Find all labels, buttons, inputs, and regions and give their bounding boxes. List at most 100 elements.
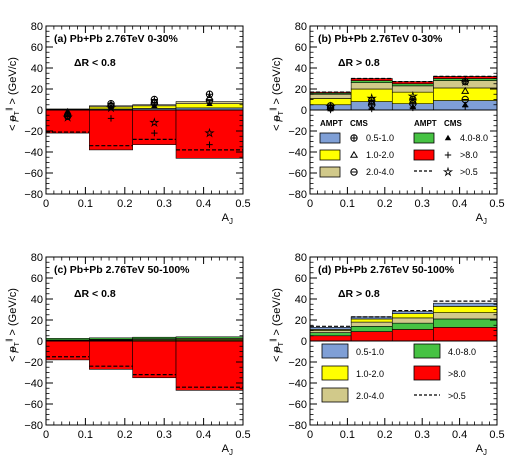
legend-label-4.0-8.0: 4.0-8.0: [448, 347, 476, 357]
x-tick-label: 0.3: [157, 198, 172, 210]
y-tick-label: −60: [288, 168, 307, 180]
marker->0.5-2: [149, 117, 160, 127]
marker-4.0-8.0-3: [206, 100, 213, 106]
x-tick-label: 0.2: [117, 429, 132, 441]
x-tick-label: 0.3: [415, 198, 430, 210]
x-tick-label: 0: [43, 429, 49, 441]
y-tick-label: 80: [295, 21, 307, 33]
y-tick-label: −60: [24, 399, 43, 411]
bar-0.5-1.0-bin3: [433, 302, 498, 307]
y-tick-label: 60: [31, 42, 43, 54]
y-tick-label: 60: [295, 42, 307, 54]
x-tick-label: 0.1: [78, 198, 93, 210]
y-tick-label: −60: [24, 168, 43, 180]
bar-2.0-4.0-bin0: [309, 93, 352, 99]
x-tick-label: 0.3: [415, 429, 430, 441]
bar-4.0-8.0-bin2: [391, 83, 434, 87]
panel-title: (d) Pb+Pb 2.76TeV 50-100%: [318, 264, 455, 276]
y-tick-label: 60: [31, 273, 43, 285]
bar-1.0-2.0-bin2: [391, 313, 434, 319]
legend-swatch-1.0-2.0: [321, 365, 349, 381]
x-tick-label: 0.4: [196, 429, 211, 441]
legend-header: AMPT: [320, 119, 343, 128]
x-tick-label: 0: [43, 198, 49, 210]
y-axis-label: < pT∥ > (GeV/c): [5, 288, 21, 362]
legend-label-0.5-1.0: 0.5-1.0: [356, 347, 384, 357]
x-axis-label: AJ: [476, 443, 487, 457]
bar-1.0-2.0-bin3: [433, 306, 498, 313]
x-tick-label: 0: [307, 429, 313, 441]
y-axis-label: < pT∥ > (GeV/c): [5, 57, 21, 131]
legend-marker-4.0-8.0: [444, 134, 452, 141]
y-tick-label: 40: [295, 63, 307, 75]
x-tick-label: 0.1: [340, 429, 355, 441]
x-tick-label: 0.2: [117, 198, 132, 210]
y-tick-label: 80: [31, 252, 43, 264]
cut-label: ΔR < 0.8: [74, 288, 116, 300]
bar-4.0-8.0-bin0: [309, 332, 352, 337]
marker->0.5-1: [105, 102, 117, 113]
legend-swatch-2.0-4.0: [321, 387, 349, 403]
x-tick-label: 0.3: [157, 429, 172, 441]
legend-label-4.0-8.0: 4.0-8.0: [460, 133, 488, 143]
legend-header: AMPT: [414, 119, 437, 128]
bar-1.0-2.0-bin3: [433, 87, 498, 101]
y-tick-label: −20: [24, 357, 43, 369]
y-tick-label: 40: [31, 63, 43, 75]
y-tick-label: −40: [288, 378, 307, 390]
bar->8.0-bin3: [433, 327, 498, 342]
y-tick-label: −80: [24, 420, 43, 432]
bar-4.0-8.0-bin2: [391, 322, 434, 330]
y-tick-label: −40: [288, 147, 307, 159]
marker-1.0-2.0-3: [205, 93, 214, 101]
marker->0.5-3: [204, 127, 215, 138]
bar-4.0-8.0-bin2: [132, 336, 177, 340]
y-tick-label: 20: [295, 315, 307, 327]
marker->0.5-0: [62, 111, 73, 122]
y-tick-label: 20: [295, 84, 307, 96]
legend-label->0.5: >0.5: [448, 391, 466, 401]
x-tick-label: 0.5: [235, 429, 250, 441]
x-tick-label: 0.5: [489, 429, 504, 441]
bar-4.0-8.0-bin0: [45, 338, 90, 341]
y-tick-label: 20: [31, 84, 43, 96]
bar-4.0-8.0-bin1: [89, 337, 133, 340]
panel-title: (b) Pb+Pb 2.76TeV 0-30%: [318, 33, 443, 45]
y-tick-label: 40: [31, 294, 43, 306]
y-tick-label: −20: [24, 126, 43, 138]
x-axis-label: AJ: [476, 212, 487, 226]
bar-4.0-8.0-bin3: [175, 336, 244, 339]
legend: AMPT CMS AMPT CMS 0.5-1.0 1.0-2.0 2.0-4.0 4.0-8…: [319, 119, 488, 178]
bar->8.0-bin0: [309, 335, 352, 342]
bar-2.0-4.0-bin0: [309, 330, 352, 333]
legend-label->8.0: >8.0: [460, 150, 478, 160]
legend-swatch-1.0-2.0: [319, 149, 341, 161]
x-tick-label: 0.4: [452, 429, 467, 441]
cut-label: ΔR > 0.8: [338, 57, 380, 69]
marker->0.5-1: [366, 93, 377, 103]
y-tick-label: −40: [24, 378, 43, 390]
legend-swatch-2.0-4.0: [319, 166, 341, 178]
x-axis-label: AJ: [222, 212, 233, 226]
legend-label->0.5: >0.5: [460, 167, 478, 177]
legend-label-1.0-2.0: 1.0-2.0: [356, 369, 384, 379]
marker->0.5-2: [407, 90, 418, 101]
bar->8.0-bin1: [89, 340, 133, 370]
legend-swatch-0.5-1.0: [321, 343, 349, 359]
legend-label->8.0: >8.0: [448, 369, 466, 379]
y-axis-label: < pT∥ > (GeV/c): [269, 288, 285, 362]
bar-2.0-4.0-bin3: [433, 312, 498, 320]
x-tick-label: 0.2: [377, 198, 392, 210]
legend-swatch->8.0: [413, 149, 435, 161]
y-tick-label: −80: [24, 189, 43, 201]
panel-title: (a) Pb+Pb 2.76TeV 0-30%: [54, 33, 178, 45]
y-tick-label: 40: [295, 294, 307, 306]
marker-4.0-8.0-0: [64, 107, 71, 114]
bar-4.0-8.0-bin1: [350, 325, 393, 332]
panel-title: (c) Pb+Pb 2.76TeV 50-100%: [54, 264, 190, 276]
y-tick-label: 0: [37, 105, 43, 117]
legend-marker->0.5: [442, 166, 454, 177]
